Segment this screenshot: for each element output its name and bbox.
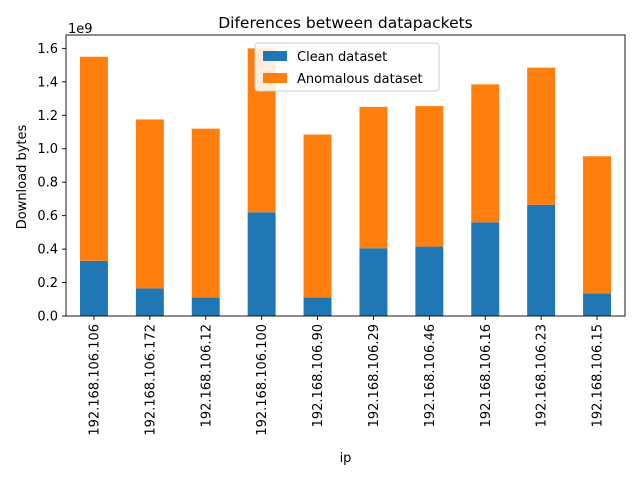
bar-clean-0 — [79, 260, 108, 316]
bar-anomalous-7 — [471, 84, 500, 223]
y-tick-label: 1.0 — [37, 142, 58, 157]
y-axis-ticks: 0.0 0.2 0.4 0.6 0.8 1.0 1.2 1.4 1.6 — [37, 42, 66, 325]
bar-clean-8 — [527, 204, 556, 316]
bar-clean-6 — [415, 246, 444, 316]
bar-anomalous-9 — [583, 156, 612, 294]
x-axis-title: ip — [340, 451, 352, 466]
bar-anomalous-5 — [359, 106, 388, 249]
y-tick-label: 1.2 — [37, 109, 58, 124]
y-offset-label: 1e9 — [68, 22, 93, 37]
legend: Clean dataset Anomalous dataset — [254, 42, 440, 92]
legend-label: Anomalous dataset — [297, 72, 423, 87]
x-tick-label: 192.168.106.16 — [479, 324, 494, 427]
y-tick-label: 1.4 — [37, 75, 58, 90]
bar-clean-7 — [471, 222, 500, 316]
plot-area — [65, 34, 626, 317]
bar-clean-3 — [247, 212, 276, 316]
bars — [79, 48, 612, 316]
bar-clean-1 — [135, 288, 164, 316]
bar-anomalous-8 — [527, 67, 556, 205]
bar-anomalous-0 — [79, 56, 108, 261]
x-tick-label: 192.168.106.100 — [255, 324, 270, 436]
y-tick-label: 0.2 — [37, 276, 58, 291]
bar-anomalous-6 — [415, 106, 444, 247]
plot-frame — [65, 34, 626, 317]
legend-box — [254, 42, 440, 92]
bar-anomalous-1 — [135, 119, 164, 289]
bar-clean-4 — [303, 297, 332, 316]
x-tick-label: 192.168.106.23 — [535, 324, 550, 427]
y-axis-title: Download bytes — [15, 124, 30, 229]
x-axis-ticks: 192.168.106.106 192.168.106.172 192.168.10… — [87, 316, 606, 436]
y-tick-label: 1.6 — [37, 42, 58, 57]
x-tick-label: 192.168.106.12 — [199, 324, 214, 427]
x-tick-label: 192.168.106.15 — [591, 324, 606, 427]
bar-anomalous-2 — [191, 128, 220, 298]
bar-anomalous-4 — [303, 134, 332, 298]
y-tick-label: 0.6 — [37, 209, 58, 224]
x-tick-label: 192.168.106.46 — [423, 324, 438, 427]
x-tick-label: 192.168.106.29 — [367, 324, 382, 427]
bar-clean-5 — [359, 248, 388, 316]
legend-label: Clean dataset — [297, 50, 387, 65]
y-tick-label: 0.4 — [37, 243, 58, 258]
bar-clean-9 — [583, 293, 612, 316]
y-tick-label: 0.8 — [37, 176, 58, 191]
legend-swatch — [263, 51, 287, 61]
legend-swatch — [263, 73, 287, 83]
bar-clean-2 — [191, 297, 220, 316]
x-tick-label: 192.168.106.172 — [143, 324, 158, 436]
x-tick-label: 192.168.106.106 — [87, 324, 102, 436]
chart-title: Diferences between datapackets — [218, 14, 473, 32]
x-tick-label: 192.168.106.90 — [311, 324, 326, 427]
y-tick-label: 0.0 — [37, 310, 58, 325]
